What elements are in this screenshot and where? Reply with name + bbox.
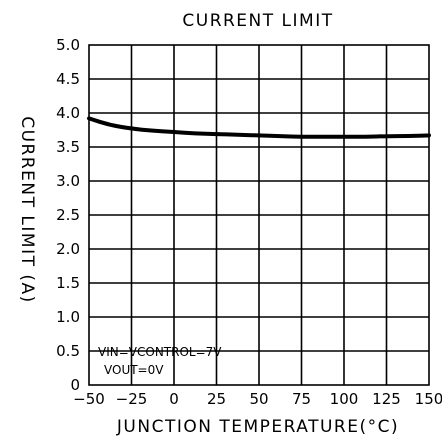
annotation-vin: VIN=VCONTROL=7V <box>98 345 222 359</box>
x-tick-label: 75 <box>292 390 311 408</box>
x-tick-label: −50 <box>73 390 105 408</box>
y-axis-label: CURRENT LIMIT (A) <box>17 116 37 304</box>
y-tick-label: 2.0 <box>56 240 80 258</box>
y-tick-label: 0.5 <box>56 342 80 360</box>
y-tick-labels: 0 0.5 1.0 1.5 2.0 2.5 3.0 3.5 4.0 4.5 5.0 <box>56 36 80 394</box>
x-tick-label: 125 <box>372 390 401 408</box>
plot-grid <box>88 44 430 386</box>
x-tick-label: 100 <box>330 390 359 408</box>
y-tick-label: 5.0 <box>56 36 80 54</box>
y-tick-label: 2.5 <box>56 206 80 224</box>
y-tick-label: 0 <box>70 376 80 394</box>
series-layer <box>87 116 431 139</box>
y-tick-label: 3.5 <box>56 138 80 156</box>
x-tick-label: 25 <box>207 390 226 408</box>
series-line <box>87 116 431 139</box>
x-tick-label: 150 <box>415 390 442 408</box>
x-tick-label: 50 <box>249 390 268 408</box>
x-tick-labels: −50 −25 0 25 50 75 100 125 150 <box>73 390 442 408</box>
y-tick-label: 1.0 <box>56 308 80 326</box>
y-tick-label: 4.5 <box>56 70 80 88</box>
x-axis-label: JUNCTION TEMPERATURE(°C) <box>116 417 399 437</box>
y-tick-label: 1.5 <box>56 274 80 292</box>
x-tick-label: 0 <box>169 390 179 408</box>
y-tick-label: 4.0 <box>56 104 80 122</box>
y-tick-label: 3.0 <box>56 172 80 190</box>
chart-title: CURRENT LIMIT <box>182 11 333 31</box>
annotation-vout: VOUT=0V <box>104 363 164 377</box>
condition-annotation: VIN=VCONTROL=7V VOUT=0V <box>98 345 222 377</box>
x-tick-label: −25 <box>116 390 148 408</box>
